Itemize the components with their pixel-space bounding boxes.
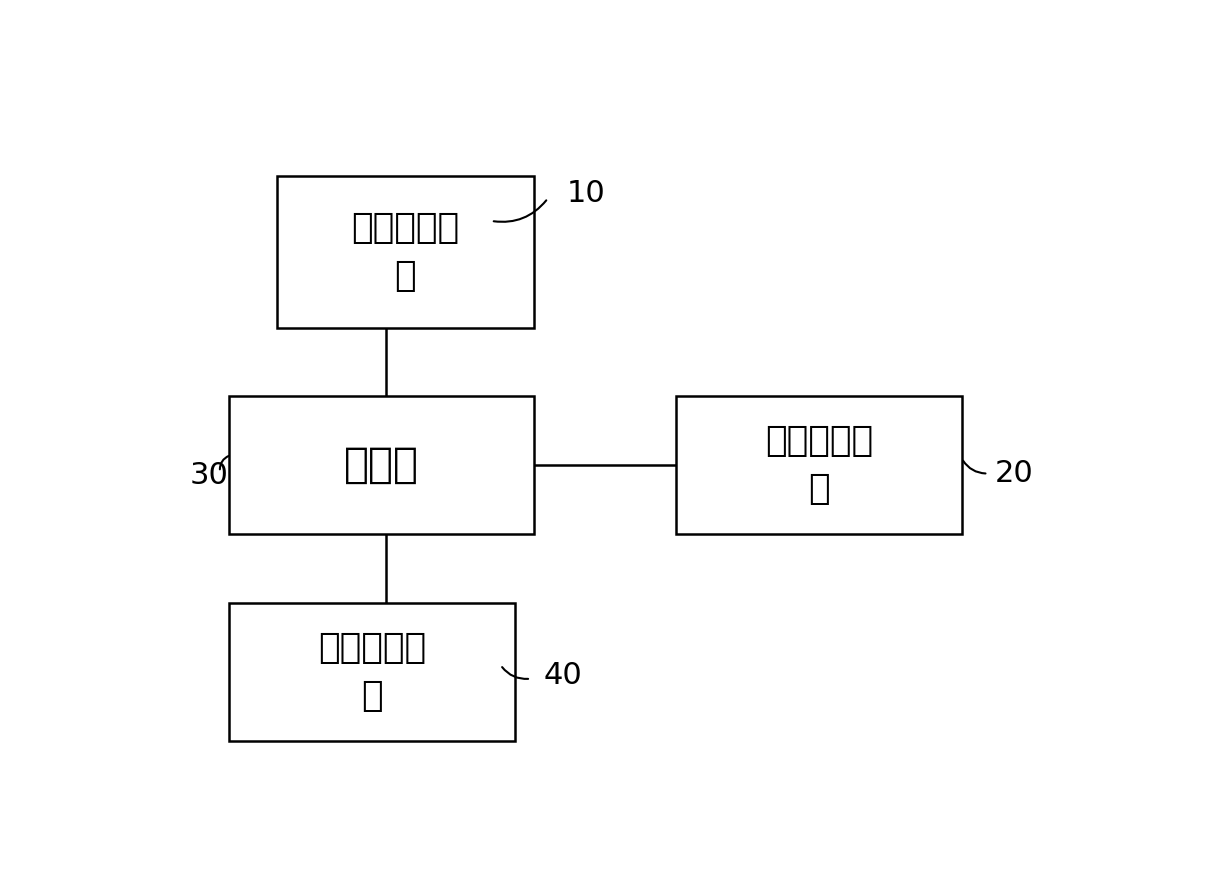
Text: 40: 40 xyxy=(544,661,582,689)
Bar xyxy=(277,176,534,327)
Text: 声音采集设
备: 声音采集设 备 xyxy=(764,425,874,506)
Bar xyxy=(229,603,515,740)
Text: 图像采集设
备: 图像采集设 备 xyxy=(351,211,459,292)
Text: 人机交互终
端: 人机交互终 端 xyxy=(318,631,426,713)
Bar xyxy=(676,396,962,534)
Text: 10: 10 xyxy=(567,179,606,207)
Text: 30: 30 xyxy=(189,461,228,490)
Text: 单片机: 单片机 xyxy=(344,444,420,486)
Text: 20: 20 xyxy=(995,459,1033,488)
Bar xyxy=(229,396,534,534)
